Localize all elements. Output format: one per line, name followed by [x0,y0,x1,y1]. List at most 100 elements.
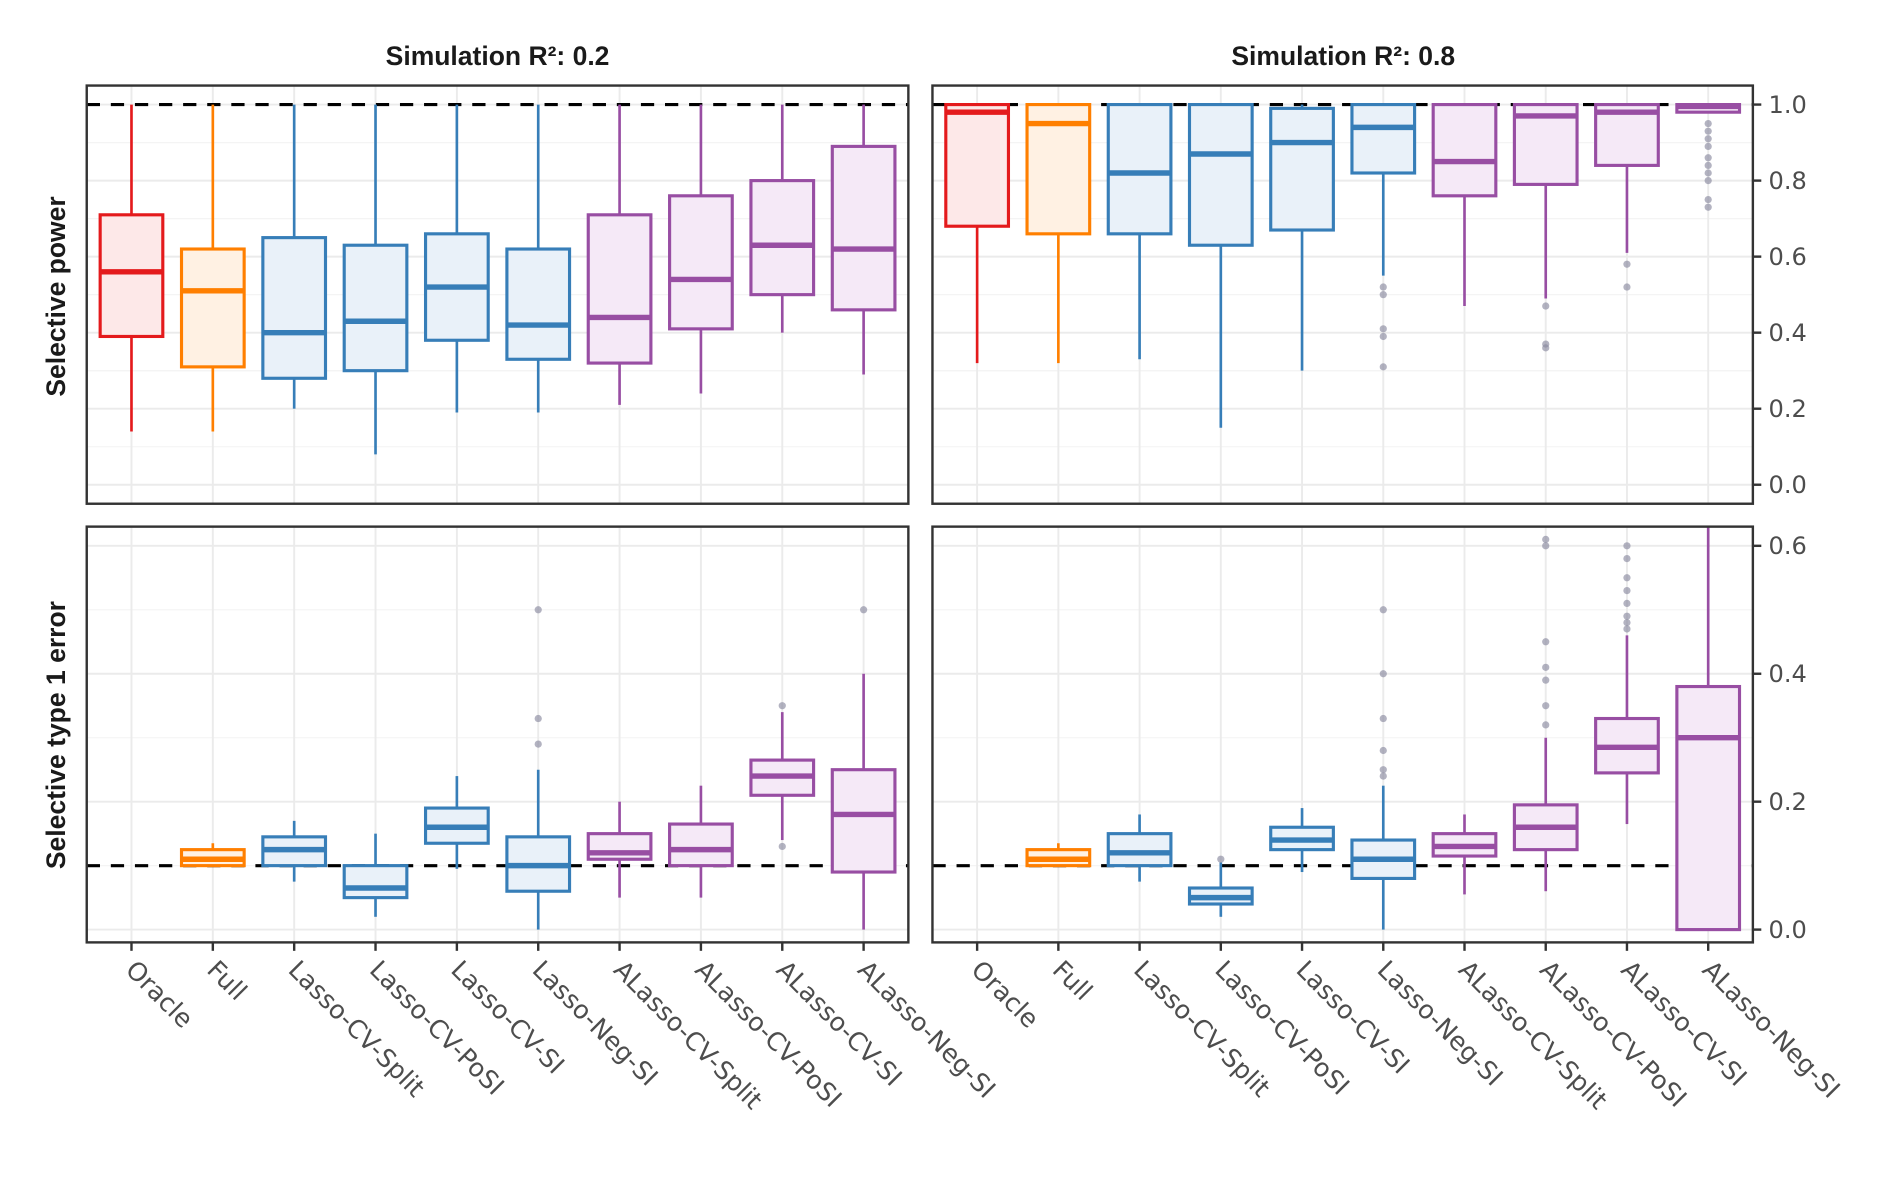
box-lasso-cv-si [1269,104,1335,371]
outlier-point [1379,670,1387,678]
box-iqr [1106,103,1173,236]
box-alasso-cv-si [749,104,816,333]
outlier-point [1623,599,1631,608]
box-lasso-cv-posi [342,104,409,455]
outlier-point [1542,676,1550,684]
outlier-point [1379,772,1387,780]
box-alasso-neg-si [830,606,897,930]
outlier-point [1623,625,1631,633]
box-full [1025,103,1092,364]
outlier-point [1379,363,1387,371]
y-ticks-layer: 0.0 0.2 0.4 0.6 0.8 1.0 0.0 0.2 0.4 0.6 [1752,91,1807,944]
box-iqr [342,864,409,900]
panel-r1-c0 [85,525,910,944]
box-iqr [1187,103,1254,247]
outlier-point [1704,176,1712,185]
box-lasso-cv-si [423,776,490,869]
box-full [1025,843,1092,868]
box-iqr [830,144,897,312]
box-lasso-cv-posi [1187,103,1254,428]
outlier-point [1379,714,1387,723]
box-alasso-cv-split [586,801,653,898]
outlier-point [1379,766,1387,774]
outlier-point [1623,542,1631,550]
box-alasso-cv-split [1431,103,1498,307]
panel-border [931,525,1755,944]
box-alasso-neg-si [1675,526,1742,932]
y-tick-label: 0.0 [1769,471,1807,499]
box-lasso-cv-si [423,104,490,413]
outlier-point [1542,535,1550,544]
box-iqr [342,243,409,373]
box-iqr [749,179,816,297]
outlier-point [1704,127,1712,135]
box-lasso-cv-split [1106,103,1173,360]
outlier-point [1379,325,1387,333]
box-iqr [830,768,897,874]
box-iqr [1675,684,1742,932]
outlier-point [860,606,868,614]
box-alasso-neg-si [830,104,897,375]
outlier-point [1704,195,1712,204]
y-tick-label: 0.6 [1769,243,1807,271]
outlier-point [1542,302,1550,310]
outlier-point [1542,721,1550,729]
y-tick-label: 0.8 [1769,167,1807,195]
outlier-point [534,606,542,614]
x-tick-label: ALasso-Neg-SI [1697,955,1846,1104]
box-lasso-cv-posi [342,833,409,917]
facet-title-r2-0.8: Simulation R²: 0.8 [1231,41,1455,71]
outlier-point [1623,260,1631,268]
panel-border [85,84,910,505]
box-alasso-cv-si [1594,103,1660,291]
box-lasso-cv-posi [1187,855,1254,917]
y-tick-label: 0.2 [1769,395,1807,423]
outlier-point [1379,332,1387,341]
outlier-point [1704,203,1712,211]
panel-border [931,84,1755,505]
outlier-point [1704,154,1712,162]
outlier-point [1542,702,1550,710]
x-tick-label: ALasso-CV-Split [608,955,768,1115]
outlier-point [1704,169,1712,177]
x-tick-label: ALasso-CV-Split [1453,955,1613,1115]
panels-layer [85,84,1755,944]
box-lasso-cv-split [1106,814,1173,882]
outlier-point [1704,142,1712,151]
panel-background [86,526,909,943]
outlier-point [1623,554,1631,563]
box-alasso-cv-split [1431,814,1498,895]
x-tick-label: Full [1047,955,1098,1006]
outlier-point [1623,586,1631,595]
box-iqr [505,247,572,361]
outlier-point [1623,612,1631,620]
box-iqr [98,213,165,339]
box-iqr [1350,103,1417,175]
panel-r0-c1 [931,84,1755,505]
box-oracle [98,104,165,432]
panel-border [85,525,910,944]
outlier-point [1623,283,1631,291]
box-full [179,104,246,432]
outlier-point [1704,135,1712,143]
box-full [179,843,246,868]
outlier-point [778,842,786,851]
box-alasso-cv-split [586,104,653,405]
box-alasso-cv-posi [668,785,734,898]
x-tick-label: ALasso-CV-PoSI [1534,955,1692,1113]
y-axis-label-selective-power: Selective power [41,196,71,396]
x-tick-label: Oracle [120,955,199,1034]
box-iqr [944,103,1011,228]
outlier-point [1623,618,1631,627]
box-lasso-neg-si [1350,606,1417,930]
box-iqr [179,247,246,369]
box-iqr [668,822,734,868]
y-tick-label: 0.6 [1769,532,1807,560]
box-alasso-cv-posi [1512,535,1579,892]
box-lasso-cv-split [261,820,328,882]
box-iqr [1269,106,1335,232]
outlier-point [1379,606,1387,614]
y-tick-label: 0.4 [1769,319,1807,347]
facet-title-r2-0.2: Simulation R²: 0.2 [386,41,610,71]
